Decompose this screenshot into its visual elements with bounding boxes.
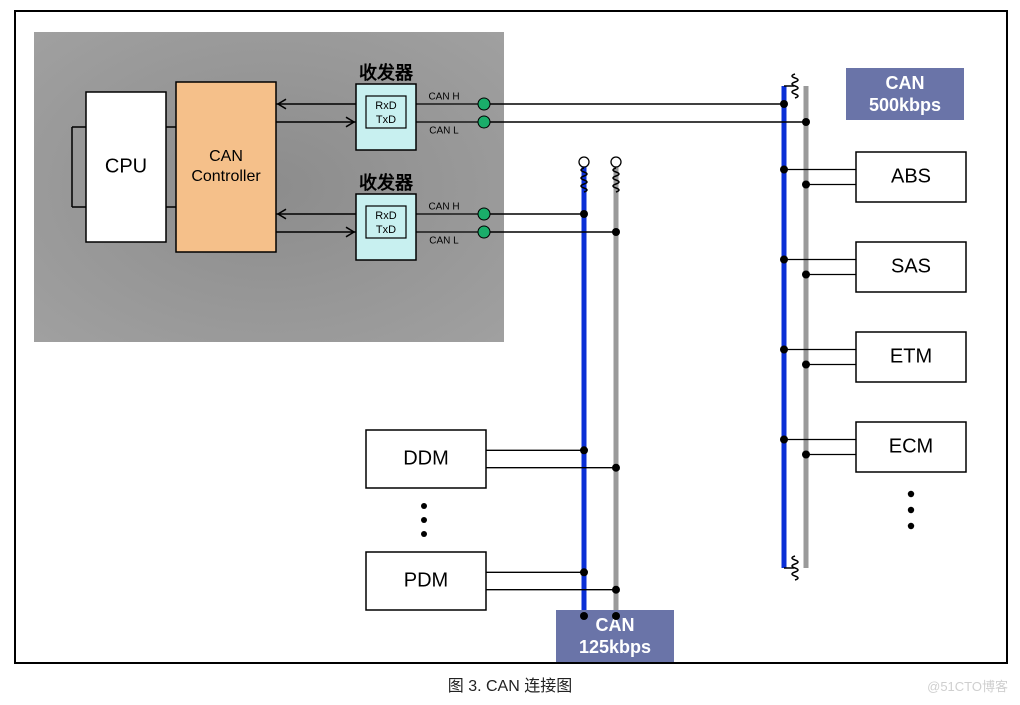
svg-text:SAS: SAS — [891, 255, 931, 277]
svg-text:Controller: Controller — [191, 168, 261, 185]
svg-text:CAN H: CAN H — [428, 202, 459, 213]
diagram-frame: CPU CAN Controller 收发器 RxD TxD CAN H CAN L 收发器 Rx… — [14, 10, 1008, 664]
svg-text:RxD: RxD — [375, 100, 396, 112]
svg-text:CAN: CAN — [886, 73, 925, 93]
diagram-svg: CPU CAN Controller 收发器 RxD TxD CAN H CAN L 收发器 Rx… — [16, 12, 1006, 662]
svg-text:收发器: 收发器 — [359, 172, 414, 193]
svg-text:CAN: CAN — [209, 148, 243, 165]
svg-text:CAN H: CAN H — [428, 92, 459, 103]
svg-text:CPU: CPU — [105, 155, 147, 177]
svg-text:PDM: PDM — [404, 569, 448, 591]
figure-caption: 图 3. CAN 连接图 — [0, 672, 1020, 696]
svg-text:125kbps: 125kbps — [579, 637, 651, 657]
svg-text:ABS: ABS — [891, 165, 931, 187]
svg-text:CAN L: CAN L — [429, 126, 459, 137]
svg-text:TxD: TxD — [376, 114, 396, 126]
watermark-text: @51CTO博客 — [927, 676, 1008, 695]
svg-text:收发器: 收发器 — [359, 62, 414, 83]
svg-text:RxD: RxD — [375, 210, 396, 222]
svg-text:DDM: DDM — [403, 447, 449, 469]
svg-text:CAN L: CAN L — [429, 236, 459, 247]
svg-text:500kbps: 500kbps — [869, 95, 941, 115]
svg-text:TxD: TxD — [376, 224, 396, 236]
svg-text:ETM: ETM — [890, 345, 932, 367]
svg-text:ECM: ECM — [889, 435, 933, 457]
